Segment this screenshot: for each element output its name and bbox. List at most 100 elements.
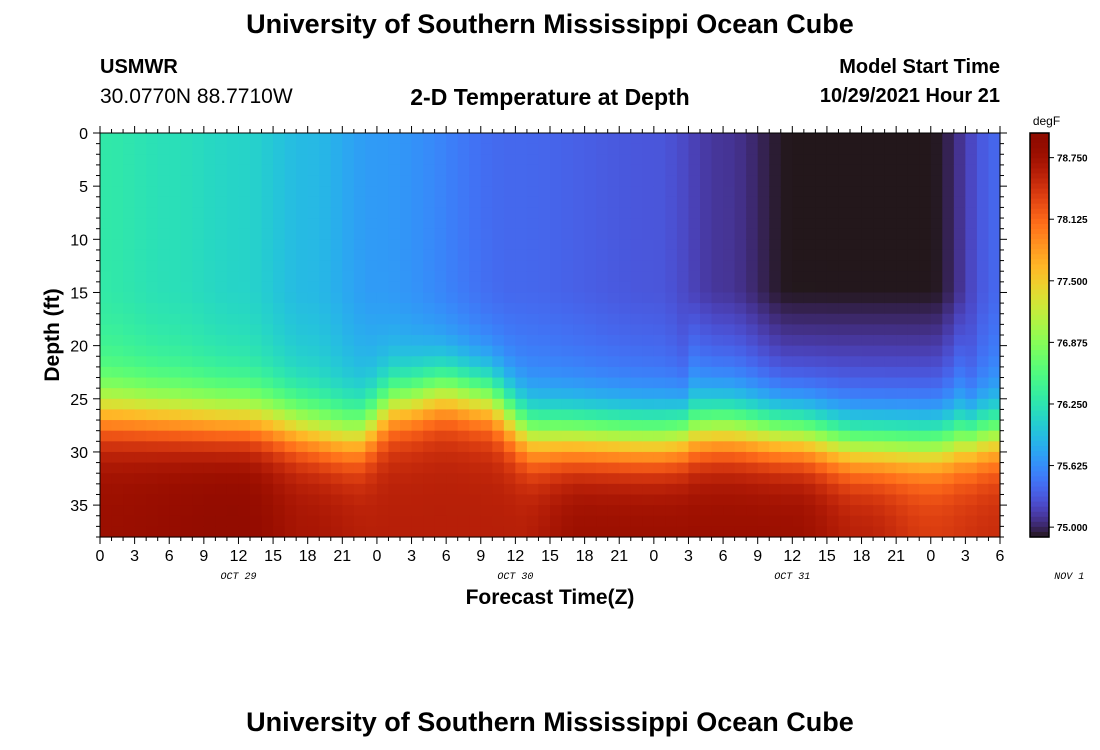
heatmap-cell [250, 228, 263, 240]
heatmap-cell [723, 164, 736, 177]
heatmap-cell [792, 526, 805, 538]
heatmap-cell [688, 451, 701, 464]
heatmap-cell [757, 526, 770, 538]
heatmap-cell [457, 356, 470, 368]
heatmap-cell [226, 441, 240, 453]
heatmap-cell [573, 366, 586, 379]
heatmap-cell [180, 483, 193, 496]
heatmap-cell [826, 409, 840, 421]
model-start-value: 10/29/2021 Hour 21 [819, 85, 1000, 107]
heatmap-cell [976, 366, 990, 379]
heatmap-cell [203, 377, 216, 389]
heatmap-cell [988, 462, 1001, 474]
heatmap-cell [919, 494, 932, 506]
heatmap-cell [838, 228, 851, 240]
heatmap-cell [146, 133, 159, 145]
heatmap-cell [826, 249, 840, 262]
heatmap-cell [746, 451, 759, 464]
colorbar-segment [1030, 430, 1049, 437]
heatmap-cell [734, 483, 747, 496]
heatmap-cell [526, 271, 540, 283]
heatmap-cell [792, 175, 805, 187]
heatmap-cell [123, 186, 136, 198]
heatmap-cell [734, 377, 747, 389]
heatmap-cell [965, 207, 978, 219]
heatmap-cell [400, 324, 413, 336]
heatmap-cell [169, 271, 182, 283]
heatmap-cell [907, 271, 920, 283]
heatmap-cell [446, 239, 459, 251]
heatmap-cell [861, 462, 874, 474]
heatmap-cell [965, 420, 978, 432]
heatmap-cell [469, 441, 482, 453]
heatmap-cell [434, 239, 447, 251]
heatmap-cell [469, 356, 482, 368]
heatmap-cell [757, 398, 770, 411]
heatmap-cell [792, 473, 805, 485]
heatmap-cell [411, 164, 424, 177]
heatmap-cell [653, 409, 666, 421]
heatmap-cell [942, 324, 955, 336]
heatmap-cell [330, 398, 343, 411]
heatmap-cell [538, 164, 551, 177]
heatmap-cell [573, 228, 586, 240]
colorbar-segment [1030, 441, 1049, 447]
heatmap-cell [688, 473, 701, 485]
heatmap-cell [134, 515, 147, 527]
heatmap-cell [353, 164, 366, 177]
heatmap-cell [342, 207, 355, 219]
heatmap-cell [550, 249, 563, 262]
heatmap-cell [653, 239, 666, 251]
heatmap-cell [907, 133, 920, 145]
heatmap-cell [734, 196, 747, 209]
heatmap-cell [896, 451, 909, 464]
heatmap-cell [250, 196, 263, 209]
heatmap-cell [353, 430, 366, 442]
heatmap-cell [676, 483, 690, 496]
heatmap-cell [596, 281, 609, 294]
heatmap-cell [723, 483, 736, 496]
heatmap-cell [676, 335, 690, 347]
heatmap-cell [457, 420, 470, 432]
heatmap-cell [123, 388, 136, 400]
heatmap-cell [111, 281, 124, 294]
heatmap-cell [319, 420, 332, 432]
heatmap-cell [723, 260, 736, 272]
heatmap-cell [873, 473, 886, 485]
heatmap-cell [492, 249, 505, 262]
heatmap-cell [146, 260, 159, 272]
heatmap-cell [469, 292, 482, 304]
heatmap-cell [123, 420, 136, 432]
heatmap-cell [884, 271, 897, 283]
heatmap-cell [873, 366, 886, 379]
heatmap-cell [226, 154, 240, 166]
heatmap-cell [838, 377, 851, 389]
heatmap-cell [988, 451, 1001, 464]
heatmap-cell [780, 505, 793, 517]
heatmap-cell [792, 218, 805, 230]
heatmap-cell [942, 175, 955, 187]
heatmap-cell [319, 398, 332, 411]
heatmap-cell [180, 451, 193, 464]
heatmap-cell [573, 207, 586, 219]
heatmap-cell [573, 398, 586, 411]
colorbar-segment [1030, 228, 1049, 235]
heatmap-cell [538, 303, 551, 315]
heatmap-cell [642, 345, 655, 357]
heatmap-cell [711, 462, 724, 474]
heatmap-cell [861, 239, 874, 251]
heatmap-cell [146, 356, 159, 368]
heatmap-cell [296, 505, 309, 517]
heatmap-cell [238, 292, 251, 304]
heatmap-cell [400, 420, 413, 432]
heatmap-cell [400, 473, 413, 485]
heatmap-cell [953, 324, 966, 336]
heatmap-cell [838, 186, 851, 198]
heatmap-cell [423, 164, 436, 177]
heatmap-cell [388, 218, 401, 230]
heatmap-cell [942, 377, 955, 389]
heatmap-cell [596, 154, 609, 166]
heatmap-cell [676, 420, 690, 432]
heatmap-cell [353, 292, 366, 304]
heatmap-cell [273, 260, 286, 272]
